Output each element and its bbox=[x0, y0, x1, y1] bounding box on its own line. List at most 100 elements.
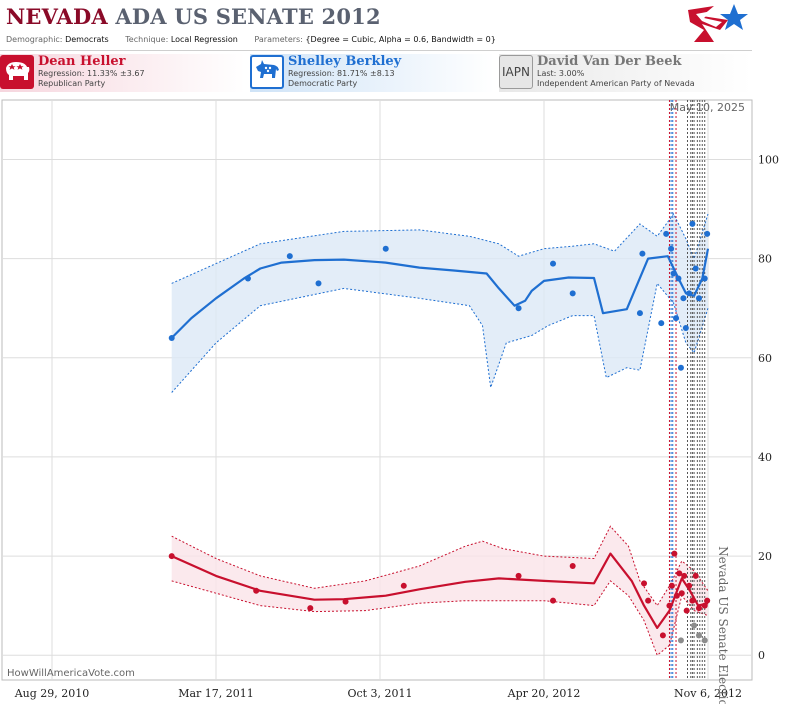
candidate-party: Republican Party bbox=[38, 79, 106, 88]
y-tick-label: 20 bbox=[758, 550, 772, 563]
poll-point bbox=[677, 364, 684, 371]
poll-point bbox=[515, 572, 522, 579]
candidate-name: Shelley Berkley bbox=[288, 54, 402, 69]
poll-point bbox=[704, 597, 711, 604]
poll-point bbox=[673, 592, 680, 599]
poll-point bbox=[689, 220, 696, 227]
poll-point bbox=[658, 320, 665, 327]
x-tick-label: Mar 17, 2011 bbox=[178, 687, 254, 700]
confidence-band bbox=[171, 526, 708, 656]
x-tick-label: Oct 3, 2011 bbox=[347, 687, 412, 700]
poll-point bbox=[515, 305, 522, 312]
candidate-party: Democratic Party bbox=[288, 79, 358, 88]
poll-point bbox=[689, 597, 696, 604]
candidate-card-berkley: Shelley Berkley Regression: 81.71% ±8.13… bbox=[250, 54, 495, 92]
poll-point bbox=[686, 290, 693, 297]
poll-point bbox=[550, 597, 557, 604]
poll-point bbox=[675, 275, 682, 282]
poll-point bbox=[645, 597, 652, 604]
poll-point bbox=[636, 310, 643, 317]
poll-point bbox=[663, 230, 670, 237]
y-tick-label: 80 bbox=[758, 253, 772, 266]
x-tick-label: Nov 6, 2012 bbox=[674, 687, 742, 700]
y-tick-label: 100 bbox=[758, 153, 779, 166]
poll-point bbox=[692, 572, 699, 579]
elephant-icon bbox=[0, 55, 34, 89]
star-logo-icon bbox=[688, 4, 748, 42]
trend-line bbox=[170, 248, 710, 339]
candidate-last: Last: 3.00% bbox=[537, 69, 585, 78]
poll-point bbox=[668, 582, 675, 589]
poll-point bbox=[704, 230, 711, 237]
poll-point bbox=[569, 562, 576, 569]
poll-point bbox=[691, 622, 698, 629]
poll-point bbox=[286, 253, 293, 260]
trend-lines bbox=[170, 248, 710, 629]
poll-point bbox=[695, 295, 702, 302]
band-lower bbox=[171, 580, 709, 657]
y-tick-label: 60 bbox=[758, 352, 772, 365]
trend-line bbox=[171, 552, 709, 629]
candidate-name: Dean Heller bbox=[38, 54, 126, 69]
candidate-regression: Regression: 11.33% ±3.67 bbox=[38, 69, 145, 78]
demographic-value: Democrats bbox=[65, 35, 109, 44]
poll-point bbox=[686, 582, 693, 589]
poll-point bbox=[695, 632, 702, 639]
poll-point bbox=[701, 637, 708, 644]
current-date-label: May 10, 2025 bbox=[670, 101, 745, 114]
poll-point bbox=[680, 295, 687, 302]
poll-point bbox=[641, 580, 648, 587]
band-upper bbox=[171, 525, 709, 607]
axes: 0 20 40 60 80 100 Aug 29, 2010 Mar 17, 2011 Oct … bbox=[14, 153, 779, 700]
x-tick-label: Aug 29, 2010 bbox=[14, 687, 90, 700]
poll-point bbox=[678, 590, 685, 597]
parameters-value: {Degree = Cubic, Alpha = 0.6, Bandwidth … bbox=[305, 35, 496, 44]
header: NEVADA ADA US SENATE 2012 Demographic: D… bbox=[0, 0, 752, 51]
y-tick-label: 40 bbox=[758, 451, 772, 464]
poll-point bbox=[168, 553, 175, 560]
poll-point bbox=[668, 245, 675, 252]
technique-value: Local Regression bbox=[170, 35, 238, 44]
title-state: NEVADA bbox=[6, 4, 108, 29]
poll-point bbox=[673, 315, 680, 322]
poll-point bbox=[400, 582, 407, 589]
poll-point bbox=[692, 265, 699, 272]
demographic-label: Demographic: bbox=[6, 35, 63, 44]
title-rest: ADA US SENATE 2012 bbox=[115, 4, 381, 29]
confidence-band bbox=[171, 214, 708, 393]
candidate-regression: Regression: 81.71% ±8.13 bbox=[288, 69, 395, 78]
poll-point bbox=[683, 607, 690, 614]
candidate-card-heller: Dean Heller Regression: 11.33% ±3.67 Rep… bbox=[0, 54, 245, 92]
poll-point bbox=[639, 250, 646, 257]
poll-point bbox=[244, 275, 251, 282]
poll-point bbox=[671, 550, 678, 557]
technique-label: Technique: bbox=[125, 35, 169, 44]
poll-point bbox=[695, 605, 702, 612]
party-badge: IAPN bbox=[499, 55, 533, 89]
poll-point bbox=[307, 605, 314, 612]
event-lines bbox=[668, 100, 706, 680]
poll-point bbox=[550, 260, 557, 267]
poll-point bbox=[682, 325, 689, 332]
page-title: NEVADA ADA US SENATE 2012 bbox=[6, 4, 381, 29]
poll-point bbox=[168, 334, 175, 341]
credit-label: HowWillAmericaVote.com bbox=[7, 668, 135, 679]
poll-points bbox=[168, 220, 711, 644]
donkey-icon bbox=[250, 55, 284, 89]
poll-point bbox=[681, 572, 688, 579]
band-lower bbox=[171, 282, 709, 393]
election-label: Nevada US Senate Election bbox=[716, 546, 730, 704]
poll-point bbox=[701, 275, 708, 282]
poll-point bbox=[315, 280, 322, 287]
y-tick-label: 0 bbox=[758, 649, 765, 662]
poll-chart: 0 20 40 60 80 100 Aug 29, 2010 Mar 17, 2011 Oct … bbox=[1, 99, 779, 704]
poll-point bbox=[677, 637, 684, 644]
poll-point bbox=[676, 570, 683, 577]
poll-point bbox=[253, 587, 260, 594]
parameters-line: Demographic: Democrats Technique: Local … bbox=[6, 35, 496, 44]
confidence-bands bbox=[171, 213, 709, 657]
parameters-label: Parameters: bbox=[254, 35, 303, 44]
poll-point bbox=[569, 290, 576, 297]
candidate-card-vanderbeek: IAPN David Van Der Beek Last: 3.00% Inde… bbox=[499, 54, 751, 92]
poll-point bbox=[659, 632, 666, 639]
